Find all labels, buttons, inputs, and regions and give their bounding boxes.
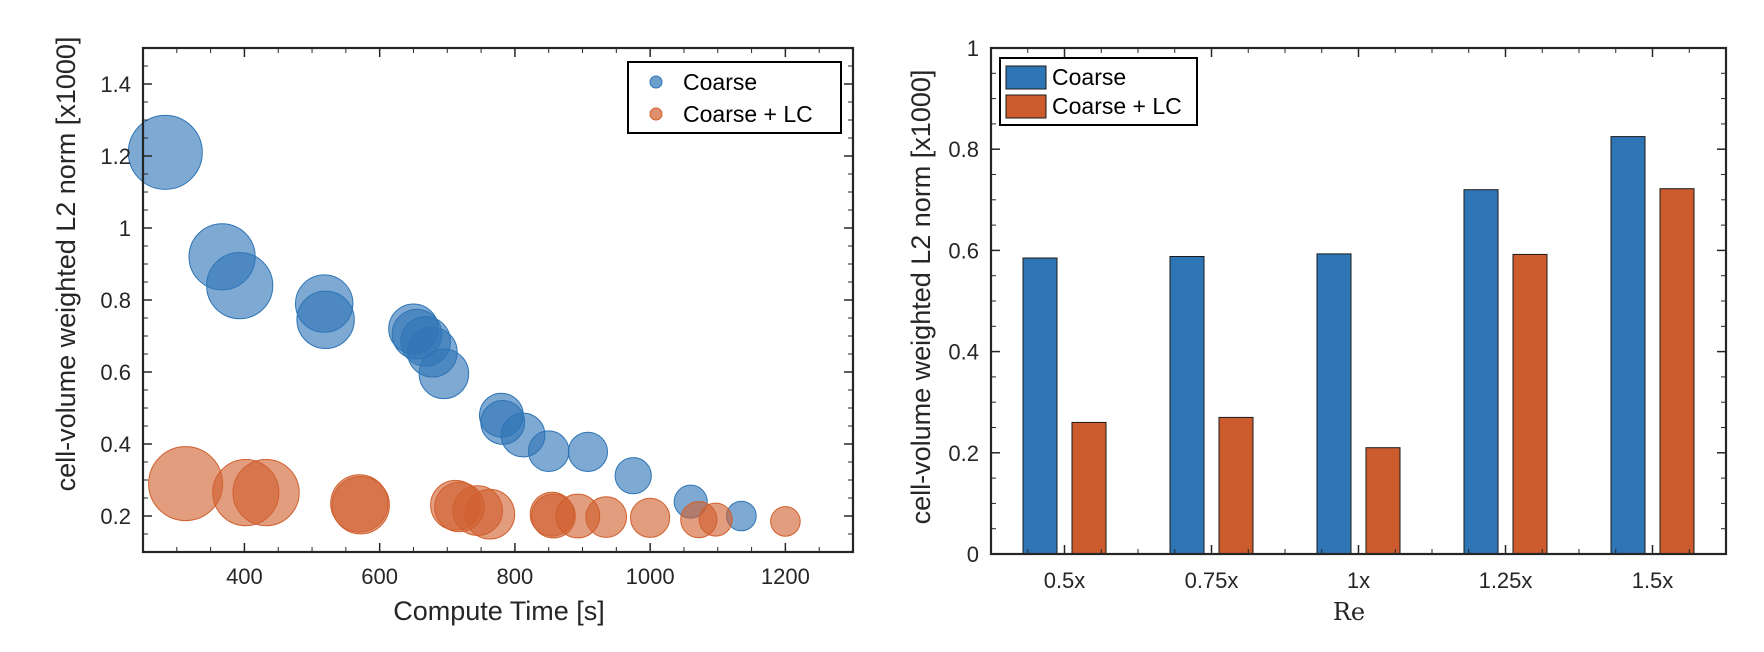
scatter-x-axis-title: Compute Time [s]: [393, 596, 605, 626]
scatter-y-tick-label: 1.2: [100, 144, 131, 169]
scatter-legend-label: Coarse + LC: [683, 101, 813, 127]
scatter-y-tick-label: 0.6: [100, 360, 131, 385]
bar-y-axis-title: cell-volume weighted L2 norm [x1000]: [906, 70, 936, 525]
scatter-chart: cell-volume weighted L2 norm [x1000] Com…: [51, 37, 855, 626]
scatter-y-tick-label: 0.4: [100, 432, 131, 457]
bar-legend-swatch: [1005, 94, 1047, 119]
scatter-x-tick-label: 1000: [626, 564, 675, 589]
scatter-point: [585, 496, 628, 538]
bar: [1169, 256, 1205, 555]
bar-chart: cell-volume weighted L2 norm [x1000] Re …: [906, 36, 1728, 626]
scatter-point: [127, 114, 203, 190]
scatter-point: [206, 252, 274, 320]
scatter-point: [567, 431, 609, 472]
bar: [1463, 189, 1499, 555]
scatter-point: [630, 497, 671, 538]
bar: [1659, 188, 1695, 555]
scatter-point: [614, 457, 652, 495]
scatter-x-tick-label: 800: [497, 564, 534, 589]
scatter-legend-marker: [649, 107, 663, 121]
scatter-point: [464, 488, 516, 540]
bar: [1071, 421, 1107, 555]
bar-y-tick-label: 1: [967, 36, 979, 61]
scatter-point: [148, 446, 224, 522]
bar: [1316, 253, 1352, 555]
bar-legend-label: Coarse + LC: [1052, 93, 1182, 119]
scatter-x-tick-label: 400: [226, 564, 263, 589]
bar-y-tick-label: 0.2: [948, 441, 979, 466]
scatter-y-tick-label: 1.4: [100, 72, 131, 97]
scatter-legend-marker: [649, 75, 663, 89]
scatter-y-tick-label: 1: [119, 216, 131, 241]
bar-x-tick-label: 1x: [1347, 568, 1370, 593]
bar-x-tick-label: 1.5x: [1632, 568, 1674, 593]
bar: [1365, 447, 1401, 555]
bar-y-tick-label: 0: [967, 542, 979, 567]
scatter-legend: Coarse Coarse + LC: [627, 61, 842, 134]
scatter-point: [770, 506, 801, 537]
bar-legend-swatch: [1005, 65, 1047, 90]
scatter-y-tick-label: 0.2: [100, 504, 131, 529]
scatter-legend-label: Coarse: [683, 69, 757, 95]
bar: [1218, 416, 1254, 555]
scatter-point: [232, 459, 300, 527]
bar-x-tick-label: 0.75x: [1185, 568, 1239, 593]
bar-y-tick-label: 0.4: [948, 340, 979, 365]
bar-y-tick-label: 0.8: [948, 137, 979, 162]
scatter-point: [296, 290, 355, 349]
bar-x-tick-label: 1.25x: [1479, 568, 1533, 593]
scatter-legend-box: [627, 61, 842, 134]
scatter-y-tick-label: 0.8: [100, 288, 131, 313]
bar-y-tick-label: 0.6: [948, 238, 979, 263]
scatter-y-axis-title: cell-volume weighted L2 norm [x1000]: [51, 37, 81, 492]
scatter-point: [418, 348, 470, 400]
scatter-point: [698, 502, 733, 537]
scatter-x-tick-label: 1200: [761, 564, 810, 589]
bar-legend: Coarse Coarse + LC: [999, 57, 1198, 126]
bar-plot-area: [991, 48, 1726, 554]
bar: [1610, 136, 1646, 555]
scatter-x-tick-label: 600: [361, 564, 398, 589]
bar-x-axis-title: Re: [1333, 598, 1365, 626]
bar-legend-label: Coarse: [1052, 64, 1126, 90]
scatter-point: [331, 476, 390, 535]
bar: [1022, 257, 1058, 555]
bar-x-tick-label: 0.5x: [1044, 568, 1086, 593]
scatter-point: [527, 430, 570, 473]
bar: [1512, 253, 1548, 555]
